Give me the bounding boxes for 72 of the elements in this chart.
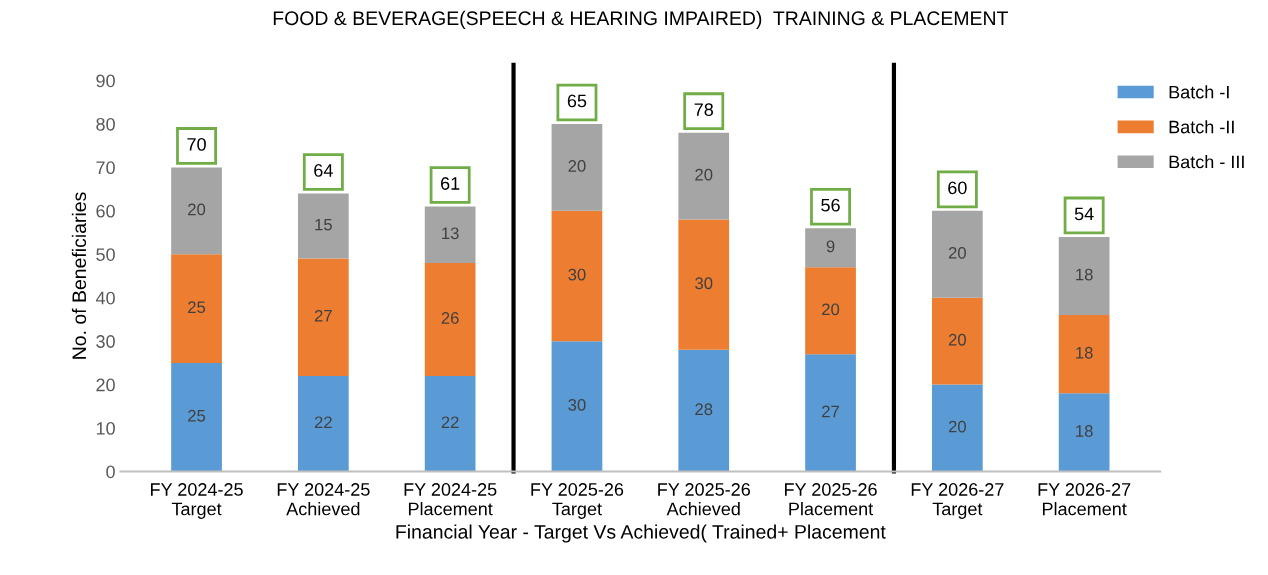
bar (678, 349, 730, 472)
annotation: 56 (821, 198, 840, 212)
data-label: 20 (188, 203, 206, 216)
x-tick-label: FY 2026-27 Target (911, 483, 1004, 519)
data-label: 26 (441, 312, 459, 324)
data-label: 25 (188, 409, 206, 422)
annotation: 70 (187, 138, 206, 151)
bar (424, 262, 476, 376)
data-label: 18 (1076, 425, 1093, 437)
bar (297, 258, 349, 376)
legend-label: Batch -II (1169, 120, 1234, 134)
bar (424, 375, 476, 472)
bar (171, 254, 222, 363)
data-label: 20 (568, 160, 586, 172)
data-label: 22 (314, 416, 332, 429)
y-tick-label: 70 (96, 161, 115, 175)
annotation: 78 (694, 103, 713, 117)
data-label: 20 (948, 333, 966, 346)
x-tick-label: FY 2024-25 Placement (404, 483, 497, 516)
legend-label: Batch -I (1169, 85, 1229, 99)
data-label: 27 (822, 405, 839, 418)
data-label: 20 (948, 246, 966, 259)
data-label: 9 (826, 240, 835, 253)
y-tick-label: 30 (96, 335, 115, 348)
y-axis-title: No. of Beneficiaries (71, 192, 87, 359)
bar (1058, 315, 1110, 394)
annotation: 61 (441, 177, 460, 190)
data-label: 30 (568, 399, 586, 411)
y-tick-label: 0 (106, 465, 115, 479)
annotation: 60 (948, 181, 967, 195)
x-tick-label: FY 2026-27 Placement (1038, 483, 1131, 516)
y-tick-label: 50 (96, 248, 115, 261)
x-tick-label: FY 2024-25 Achieved (277, 483, 370, 516)
x-axis-title: Financial Year - Target Vs Achieved( Trained+ Placement (396, 524, 886, 543)
y-tick-label: 80 (96, 117, 115, 131)
bar (805, 267, 856, 355)
data-label: 28 (695, 403, 713, 416)
bar (931, 297, 983, 385)
x-tick-label: FY 2025-26 Placement (785, 483, 877, 516)
data-label: 20 (822, 303, 840, 316)
data-label: 18 (1076, 346, 1093, 359)
y-tick-label: 10 (96, 421, 115, 435)
data-label: 30 (695, 277, 713, 290)
annotation: 64 (314, 164, 333, 177)
data-label: 20 (695, 168, 713, 181)
bar (678, 219, 730, 350)
data-label: 20 (948, 420, 966, 433)
data-label: 30 (568, 268, 586, 281)
bar (171, 362, 222, 472)
x-tick-label: FY 2025-26 Achieved (658, 483, 750, 516)
data-label: 25 (188, 301, 206, 314)
data-label: 22 (441, 416, 459, 429)
bar (931, 384, 983, 472)
legend-label: Batch - III (1169, 155, 1244, 169)
bar (551, 341, 603, 472)
bar (1058, 393, 1110, 472)
bar (551, 210, 603, 342)
data-label: 15 (315, 218, 332, 231)
data-label: 13 (442, 227, 459, 240)
y-tick-label: 60 (96, 204, 115, 218)
y-tick-label: 40 (95, 291, 115, 305)
bar (297, 375, 349, 472)
y-tick-label: 90 (96, 74, 115, 88)
chart-title: FOOD & BEVERAGE(SPEECH & HEARING IMPAIRED) TRAINING & PLACEMENT (273, 10, 1008, 29)
annotation: 65 (567, 94, 587, 108)
annotation: 54 (1074, 207, 1094, 221)
y-tick-label: 20 (96, 378, 115, 392)
data-label: 18 (1076, 268, 1093, 281)
x-tick-label: FY 2024-25 Target (151, 483, 243, 519)
bar (805, 354, 856, 472)
x-tick-label: FY 2025-26 Target (531, 483, 624, 519)
data-label: 27 (314, 309, 332, 322)
